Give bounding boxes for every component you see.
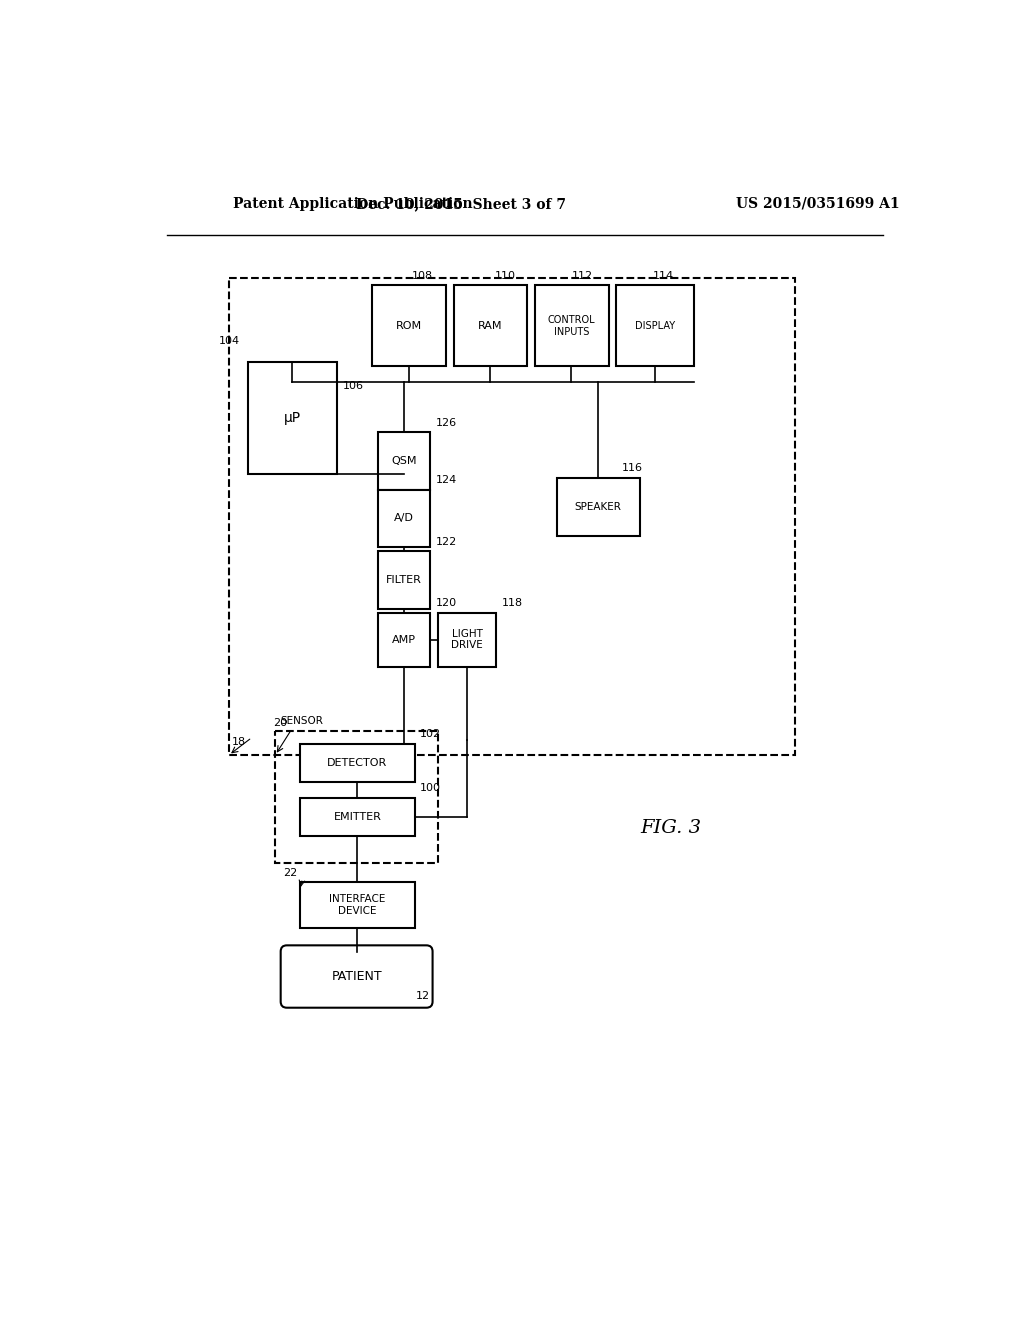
Bar <box>228 277 795 755</box>
Text: 126: 126 <box>435 417 457 428</box>
Bar <box>300 797 415 836</box>
Text: 102: 102 <box>420 730 441 739</box>
Text: 108: 108 <box>412 271 432 281</box>
Bar <box>557 478 640 536</box>
Text: RAM: RAM <box>478 321 503 331</box>
Text: 112: 112 <box>571 271 593 281</box>
Text: Patent Application Publication: Patent Application Publication <box>232 197 472 211</box>
Bar <box>378 612 430 667</box>
Text: 116: 116 <box>622 463 643 473</box>
Text: μP: μP <box>284 412 301 425</box>
Bar <box>275 730 438 863</box>
Bar <box>378 432 430 490</box>
Text: 120: 120 <box>435 598 457 609</box>
Text: SPEAKER: SPEAKER <box>574 502 622 512</box>
Text: 124: 124 <box>435 475 457 486</box>
Text: 110: 110 <box>495 271 515 281</box>
Bar <box>438 612 496 667</box>
Text: ROM: ROM <box>396 321 422 331</box>
Text: 118: 118 <box>502 598 522 609</box>
Text: 22: 22 <box>283 869 297 878</box>
Text: DETECTOR: DETECTOR <box>328 758 387 768</box>
Text: PATIENT: PATIENT <box>332 970 382 983</box>
Bar <box>300 882 415 928</box>
Text: 12: 12 <box>416 991 430 1001</box>
Bar <box>372 285 445 367</box>
Text: 106: 106 <box>343 380 364 391</box>
Text: DISPLAY: DISPLAY <box>635 321 675 331</box>
Text: A/D: A/D <box>394 513 414 523</box>
Text: CONTROL
INPUTS: CONTROL INPUTS <box>548 315 596 337</box>
Text: FIG. 3: FIG. 3 <box>640 820 701 837</box>
Text: SENSOR: SENSOR <box>280 715 323 726</box>
Bar <box>378 552 430 609</box>
Text: AMP: AMP <box>392 635 416 644</box>
FancyBboxPatch shape <box>281 945 432 1007</box>
Text: US 2015/0351699 A1: US 2015/0351699 A1 <box>736 197 899 211</box>
Text: EMITTER: EMITTER <box>334 812 381 822</box>
Text: 114: 114 <box>653 271 675 281</box>
Text: 104: 104 <box>219 335 241 346</box>
Text: QSM: QSM <box>391 455 417 466</box>
Text: FILTER: FILTER <box>386 576 422 585</box>
Text: 100: 100 <box>420 783 441 793</box>
Text: LIGHT
DRIVE: LIGHT DRIVE <box>452 628 483 651</box>
Bar <box>300 743 415 781</box>
Text: 122: 122 <box>435 537 457 546</box>
Text: 20: 20 <box>272 718 287 727</box>
Bar <box>535 285 608 367</box>
Bar <box>454 285 527 367</box>
Text: 18: 18 <box>231 737 246 747</box>
Bar <box>616 285 693 367</box>
Bar <box>248 363 337 474</box>
Text: Dec. 10, 2015  Sheet 3 of 7: Dec. 10, 2015 Sheet 3 of 7 <box>356 197 566 211</box>
Text: INTERFACE
DEVICE: INTERFACE DEVICE <box>329 895 386 916</box>
Bar <box>378 490 430 548</box>
